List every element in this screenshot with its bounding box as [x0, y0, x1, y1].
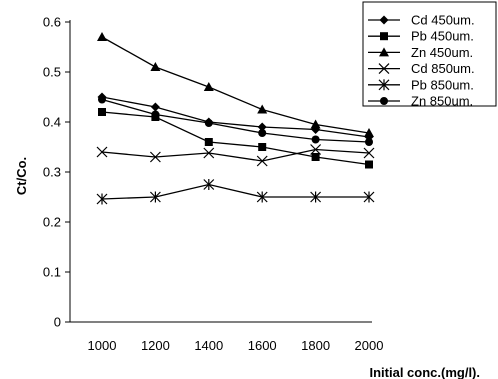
- series-circle: [98, 95, 373, 146]
- data-point: [203, 147, 215, 159]
- series-line: [101, 148, 370, 162]
- legend-marker: [379, 15, 389, 25]
- marker-stroke: [310, 144, 322, 155]
- series-square: [98, 108, 373, 169]
- legend-label: Cd 450um.: [411, 13, 475, 28]
- marker-stroke: [203, 147, 215, 159]
- data-point: [149, 191, 161, 203]
- data-point: [258, 143, 267, 151]
- data-point: [256, 155, 268, 167]
- data-point: [310, 144, 322, 155]
- plot-area: 0 0.1 0.2 0.3 0.4 0.5 0.6 1000 1200 1400 1600 1800 2…: [14, 15, 480, 379]
- series-triangle: [97, 32, 374, 137]
- data-point: [96, 146, 108, 158]
- x-tick-label: 1800: [301, 338, 330, 353]
- data-point: [98, 108, 106, 116]
- y-tick-label: 0.4: [43, 115, 61, 130]
- data-point: [97, 32, 107, 41]
- x-tick-label: 1600: [248, 338, 277, 353]
- legend-marker: [378, 63, 390, 75]
- legend-label: Pb 850um.: [411, 77, 474, 92]
- y-tick-label: 0.3: [43, 165, 61, 180]
- y-axis-label: Ct/Co.: [14, 157, 29, 195]
- data-point: [310, 191, 322, 203]
- marker-stroke: [149, 151, 161, 163]
- y-tick-label: 0: [54, 315, 61, 330]
- data-point: [150, 102, 160, 112]
- data-point: [363, 147, 375, 159]
- series-line: [101, 183, 369, 200]
- marker-stroke: [96, 146, 108, 158]
- data-point: [204, 138, 213, 146]
- x-tick-label: 1400: [194, 338, 223, 353]
- series-line: [101, 111, 370, 166]
- data-point: [257, 122, 267, 132]
- data-point: [310, 119, 321, 129]
- x-tick-label: 1000: [88, 338, 117, 353]
- series-diamond: [97, 92, 374, 142]
- legend-label: Zn 850um.: [411, 94, 473, 109]
- marker-stroke: [256, 155, 268, 167]
- series-line: [101, 36, 370, 134]
- marker-stroke: [378, 63, 390, 75]
- legend-marker: [380, 32, 388, 41]
- data-point: [364, 128, 374, 137]
- data-point: [365, 160, 373, 169]
- data-point: [204, 119, 213, 127]
- series-x: [96, 144, 375, 167]
- y-tick-label: 0.5: [43, 65, 61, 80]
- data-point: [203, 82, 214, 91]
- series-star: [96, 179, 375, 205]
- data-point: [365, 138, 373, 146]
- x-tick-label: 2000: [355, 338, 384, 353]
- data-point: [258, 129, 267, 137]
- legend-label: Cd 850um.: [411, 61, 475, 76]
- data-point: [149, 151, 161, 163]
- data-point: [98, 95, 106, 104]
- y-tick-label: 0.2: [43, 215, 61, 230]
- y-tick-label: 0.1: [43, 265, 61, 280]
- data-point: [151, 110, 160, 119]
- legend-label: Pb 450um.: [411, 29, 474, 44]
- legend-marker: [378, 79, 390, 91]
- data-point: [311, 135, 320, 144]
- legend-label: Zn 450um.: [411, 45, 473, 60]
- data-point: [311, 153, 320, 161]
- data-point: [256, 191, 268, 203]
- x-axis-label: Initial conc.(mg/l).: [369, 365, 480, 379]
- series-line: [101, 96, 370, 138]
- data-point: [96, 193, 108, 205]
- data-point: [203, 179, 215, 190]
- data-point: [363, 191, 375, 203]
- data-point: [257, 104, 268, 114]
- series-line: [101, 98, 370, 143]
- legend-marker: [379, 47, 389, 57]
- legend: Cd 450um.Pb 450um.Zn 450um.Cd 850um.Pb 8…: [362, 1, 497, 109]
- data-point: [150, 62, 161, 71]
- y-tick-label: 0.6: [43, 15, 61, 30]
- marker-stroke: [363, 147, 375, 159]
- x-tick-label: 1200: [141, 338, 170, 353]
- legend-marker: [380, 97, 388, 105]
